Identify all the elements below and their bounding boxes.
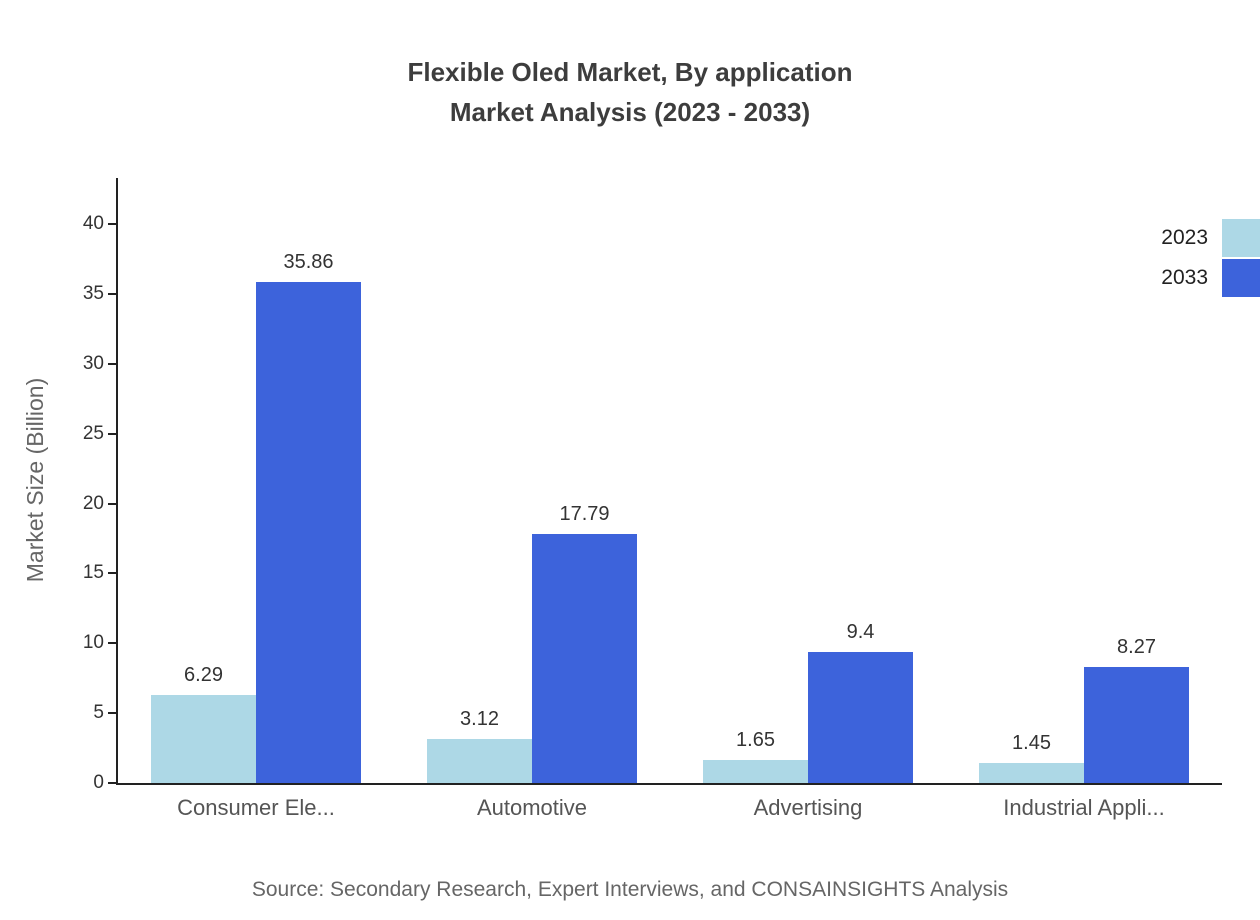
- y-tick-mark: [108, 782, 116, 784]
- chart-title-line1: Flexible Oled Market, By application: [407, 57, 853, 87]
- bar-value-label: 9.4: [846, 620, 875, 643]
- bar-value-label: 6.29: [184, 664, 223, 687]
- y-tick-mark: [108, 292, 116, 295]
- chart-title: Flexible Oled Market, By application Mar…: [0, 52, 1260, 132]
- x-category-label: Consumer Ele...: [177, 795, 335, 820]
- bar-2023-1: [151, 695, 256, 783]
- y-tick-label: 25: [82, 422, 104, 444]
- y-axis-title-text: Market Size (Billion): [22, 377, 48, 583]
- y-tick-mark: [108, 223, 116, 226]
- y-axis-line: [116, 178, 118, 785]
- y-tick-label: 0: [93, 772, 104, 793]
- bar-2033-1: [256, 281, 361, 783]
- x-axis-line: [116, 783, 1222, 785]
- bar-2023-2: [427, 739, 532, 783]
- bar-value-label: 17.79: [559, 503, 610, 526]
- bar-value-label: 1.65: [736, 728, 775, 751]
- x-category-label: Advertising: [753, 795, 863, 820]
- bar-value-label: 1.45: [1012, 731, 1051, 754]
- legend: 2023 2033: [1161, 218, 1260, 298]
- y-tick-label: 5: [93, 702, 104, 724]
- x-category-label: Industrial Appli...: [1003, 795, 1165, 820]
- y-tick-mark: [108, 432, 116, 435]
- y-tick-mark: [108, 642, 116, 645]
- bar-value-label: 35.86: [283, 250, 334, 273]
- y-tick-label: 20: [82, 492, 104, 514]
- y-tick-label: 10: [82, 632, 104, 654]
- bar-2023-3: [703, 759, 808, 783]
- source-note: Source: Secondary Research, Expert Inter…: [251, 878, 1009, 901]
- y-tick-mark: [108, 362, 116, 365]
- y-tick-label: 30: [82, 352, 104, 374]
- bar-2033-2: [532, 534, 637, 783]
- y-tick-label: 35: [82, 282, 104, 304]
- legend-swatch-2023: [1222, 219, 1260, 257]
- legend-item-2033: 2033: [1161, 258, 1260, 298]
- legend-label-2023: 2023: [1161, 226, 1208, 249]
- y-tick-label: 40: [82, 213, 104, 235]
- legend-swatch-2033: [1222, 259, 1260, 297]
- y-tick-label: 15: [82, 562, 104, 584]
- chart-title-line2: Market Analysis (2023 - 2033): [449, 97, 811, 127]
- bar-2023-4: [979, 762, 1084, 783]
- bar-2033-3: [808, 651, 913, 783]
- bar-2033-4: [1084, 667, 1189, 783]
- y-tick-mark: [108, 712, 116, 715]
- plot-area: 0 5 10 15 20 25 30 35 40 6.29 35.86 Consumer Ele...…: [83, 178, 1222, 820]
- legend-item-2023: 2023: [1161, 218, 1260, 258]
- y-tick-mark: [108, 502, 116, 505]
- x-category-label: Automotive: [476, 795, 588, 820]
- legend-label-2033: 2033: [1161, 266, 1208, 289]
- y-tick-mark: [108, 572, 116, 575]
- bar-value-label: 3.12: [460, 708, 499, 731]
- bar-value-label: 8.27: [1117, 636, 1156, 659]
